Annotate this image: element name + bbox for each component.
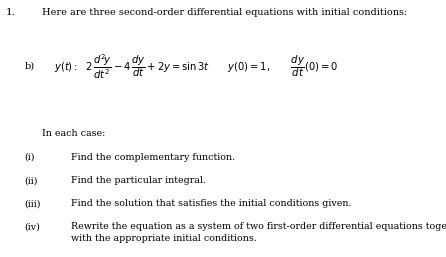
- Text: Find the solution that satisfies the initial conditions given.: Find the solution that satisfies the ini…: [71, 199, 352, 208]
- Text: Find the complementary function.: Find the complementary function.: [71, 153, 235, 162]
- Text: b): b): [25, 62, 35, 71]
- Text: In each case:: In each case:: [42, 128, 106, 137]
- Text: (ii): (ii): [25, 176, 38, 185]
- Text: Here are three second-order differential equations with initial conditions:: Here are three second-order differential…: [42, 8, 408, 17]
- Text: Rewrite the equation as a system of two first-order differential equations toget: Rewrite the equation as a system of two …: [71, 222, 446, 243]
- Text: $y(t){:}\ \ 2\,\dfrac{d^2\!y}{dt^2} - 4\,\dfrac{dy}{dt} + 2y = \sin 3t\qquad y(0: $y(t){:}\ \ 2\,\dfrac{d^2\!y}{dt^2} - 4\…: [54, 53, 338, 81]
- Text: Find the particular integral.: Find the particular integral.: [71, 176, 206, 185]
- Text: (iii): (iii): [25, 199, 41, 208]
- Text: 1.: 1.: [5, 8, 15, 17]
- Text: (i): (i): [25, 153, 35, 162]
- Text: (iv): (iv): [25, 222, 41, 231]
